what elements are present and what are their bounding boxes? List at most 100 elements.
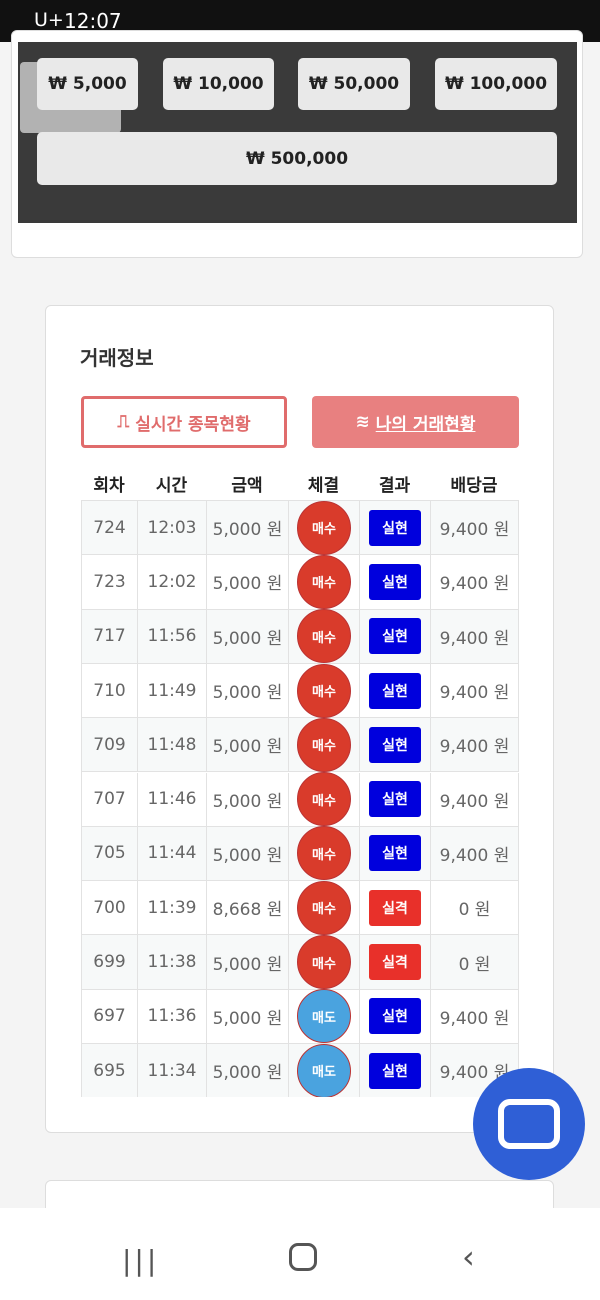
table-cell: 매수 (289, 717, 360, 773)
tab-mine[interactable]: ≋ 나의 거래현황 (312, 396, 519, 448)
table-cell: 실현 (360, 772, 431, 827)
chat-button[interactable] (473, 1068, 585, 1180)
table-cell: 0 원 (431, 935, 519, 990)
result-badge: 실현 (369, 781, 421, 818)
trade-type: 매수 (297, 772, 351, 827)
trade-type: 매수 (297, 554, 351, 609)
table-cell: 707 (82, 772, 138, 827)
back[interactable]: ‹ (462, 1238, 475, 1276)
tab-label: 나의 거래현황 (375, 414, 476, 435)
trade-type: 매수 (297, 717, 351, 772)
result-badge: 실현 (369, 672, 421, 709)
table-cell: 5,000 원 (207, 501, 289, 556)
result-badge: 실격 (369, 889, 421, 926)
table-cell: 5,000 원 (207, 826, 289, 882)
table-header: 회차 (93, 475, 125, 496)
clock: 12:07 (64, 9, 122, 33)
table-cell: 매수 (289, 609, 360, 664)
trade-type: 매수 (297, 935, 351, 990)
result-badge: 실현 (369, 563, 421, 600)
section-title: 거래정보 (80, 346, 154, 370)
table-header: 시간 (155, 475, 188, 496)
table-cell: 실현 (360, 663, 431, 719)
table-header: 결과 (378, 475, 411, 496)
trade-table: 724 12:03 5,000 원 매수 실현 9,400 원 723 12:02 5,000 … (81, 500, 519, 1097)
trade-type: 매수 (297, 880, 351, 935)
table-cell: 5,000 원 (207, 555, 289, 610)
result-badge: 실현 (369, 618, 421, 655)
recent-apps[interactable]: ||| (122, 1244, 160, 1277)
table-cell: 실현 (360, 1044, 431, 1097)
table-cell: 5,000 원 (207, 718, 289, 773)
table-cell: 실현 (360, 555, 431, 610)
table-cell: 실격 (360, 881, 431, 936)
table-header: 배당금 (450, 475, 498, 496)
table-cell: 실현 (360, 718, 431, 773)
table-cell: 709 (82, 718, 138, 773)
table-cell: 실현 (360, 826, 431, 882)
table-cell: 11:34 (138, 1044, 207, 1097)
table-cell: 12:02 (138, 555, 207, 610)
table-cell: 0 원 (431, 881, 519, 936)
table-cell: 실현 (360, 501, 431, 556)
amount-button[interactable]: ₩ 100,000 (435, 58, 557, 110)
table-cell: 실현 (360, 609, 431, 664)
table-cell: 매수 (289, 501, 360, 556)
table-cell: 9,400 원 (431, 772, 519, 827)
result-badge: 실현 (369, 1052, 421, 1089)
trade-type: 매수 (297, 663, 351, 718)
table-cell: 717 (82, 609, 138, 664)
table-cell: 9,400 원 (431, 718, 519, 773)
table-cell: 11:48 (138, 718, 207, 773)
result-badge: 실현 (369, 998, 421, 1035)
table-cell: 매수 (289, 554, 360, 610)
trade-type: 매수 (297, 826, 351, 881)
table-cell: 5,000 원 (207, 609, 289, 664)
amount-button[interactable]: ₩ 10,000 (163, 58, 274, 110)
amount-button[interactable]: ₩ 5,000 (37, 58, 138, 110)
trade-type: 매수 (297, 501, 351, 555)
table-cell: 매수 (289, 772, 360, 827)
table-header: 체결 (307, 475, 340, 496)
result-badge: 실격 (369, 944, 421, 981)
table-cell: 매도 (289, 989, 360, 1044)
tab-live[interactable]: ⎍ 실시간 종목현황 (81, 396, 287, 448)
result-badge: 실현 (369, 726, 421, 763)
amount-button[interactable]: ₩ 500,000 (37, 132, 557, 185)
table-cell: 9,400 원 (431, 555, 519, 610)
table-cell: 710 (82, 663, 138, 719)
table-cell: 매수 (289, 826, 360, 882)
table-cell: 매도 (289, 1043, 360, 1097)
table-cell: 매수 (289, 663, 360, 719)
table-cell: 11:56 (138, 609, 207, 664)
table-cell: 705 (82, 826, 138, 882)
table-cell: 5,000 원 (207, 772, 289, 827)
table-cell: 11:44 (138, 826, 207, 882)
table-cell: 8,668 원 (207, 881, 289, 936)
chat-icon (498, 1099, 560, 1149)
nav-bar: ||| ‹ (0, 1208, 600, 1300)
table-cell: 723 (82, 555, 138, 610)
trade-type: 매도 (297, 989, 351, 1044)
table-cell: 매수 (289, 880, 360, 936)
table-cell: 5,000 원 (207, 1044, 289, 1097)
table-cell: 실격 (360, 935, 431, 990)
table-cell: 9,400 원 (431, 826, 519, 882)
table-cell: 11:49 (138, 663, 207, 719)
amount-button[interactable]: ₩ 50,000 (298, 58, 410, 110)
table-cell: 9,400 원 (431, 989, 519, 1044)
table-cell: 12:03 (138, 501, 207, 556)
table-cell: 5,000 원 (207, 935, 289, 990)
result-badge: 실현 (369, 509, 421, 546)
trade-type: 매수 (297, 609, 351, 664)
table-cell: 9,400 원 (431, 501, 519, 556)
table-cell: 매수 (289, 935, 360, 990)
table-cell: 699 (82, 935, 138, 990)
table-cell: 11:36 (138, 989, 207, 1044)
home[interactable] (289, 1243, 317, 1271)
tab-label: 실시간 종목현황 (135, 414, 251, 435)
table-cell: 5,000 원 (207, 989, 289, 1044)
result-badge: 실현 (369, 835, 421, 872)
table-cell: 9,400 원 (431, 1044, 519, 1097)
